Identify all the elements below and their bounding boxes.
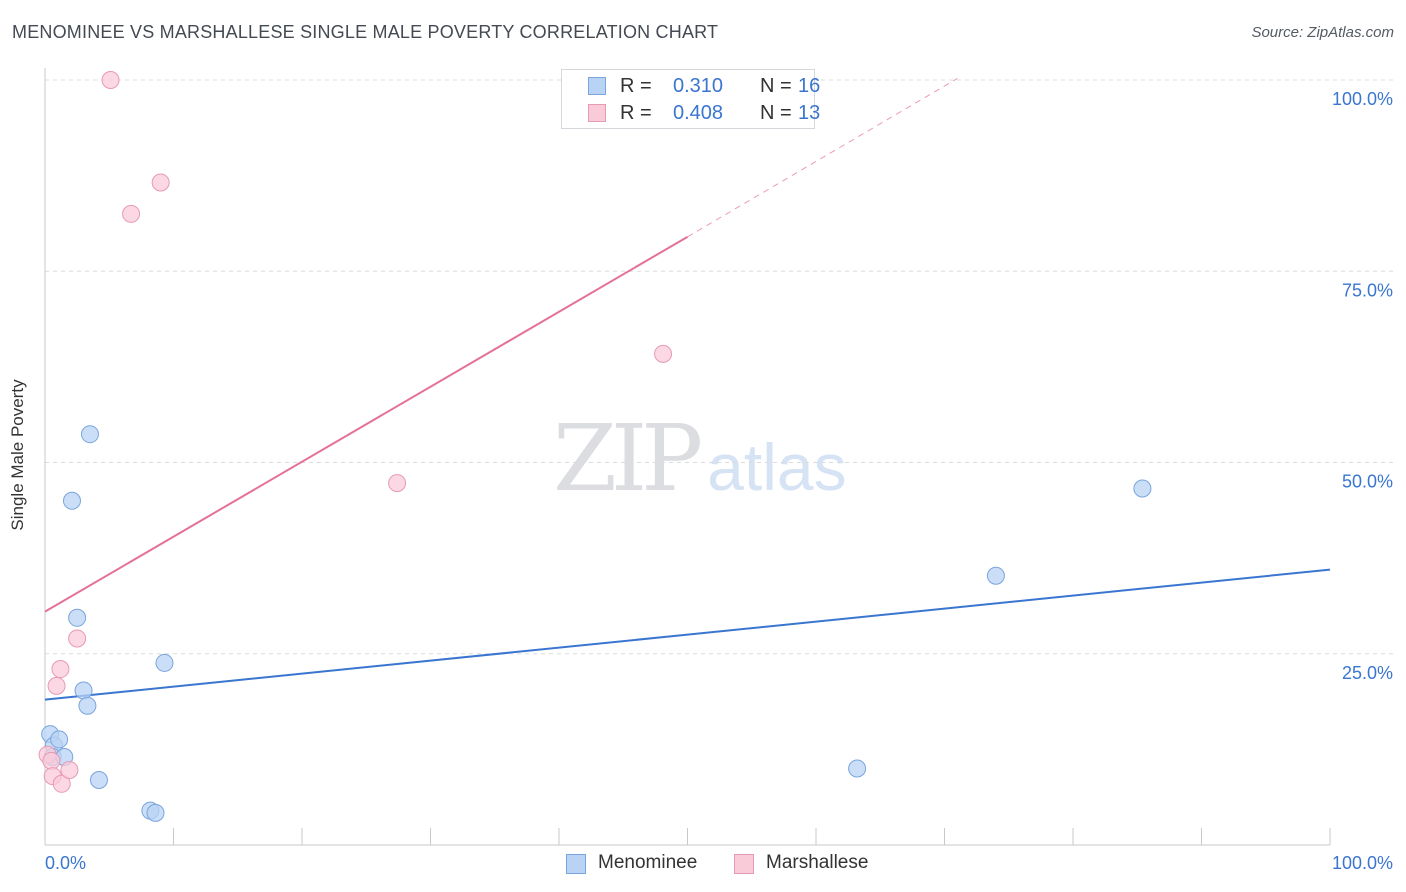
bottom-legend-label-marshallese: Marshallese [766, 852, 869, 873]
trend-line-menominee [44, 568, 1331, 701]
point-menominee [146, 803, 165, 822]
legend-n-label: N = [760, 75, 792, 97]
point-menominee [80, 425, 99, 444]
legend-r-value: 0.408 [672, 102, 724, 124]
legend-swatch-marshallese [588, 104, 606, 122]
y-tick-label: 75.0% [1342, 280, 1393, 300]
point-marshallese [47, 676, 66, 695]
watermark-atlas: atlas [707, 430, 847, 504]
bottom-legend-label-menominee: Menominee [598, 852, 698, 873]
tick-labels: 25.0% 50.0% 75.0% 100.0% 0.0% 100.0% [45, 89, 1393, 873]
point-marshallese [51, 660, 70, 679]
chart-title: MENOMINEE VS MARSHALLESE SINGLE MALE POV… [12, 22, 719, 42]
x-tick-label: 100.0% [1332, 853, 1393, 873]
point-menominee [62, 491, 81, 510]
legend-n-value: 16 [798, 75, 821, 97]
y-tick-label: 25.0% [1342, 663, 1393, 683]
point-marshallese [122, 204, 141, 223]
data-points [38, 71, 1152, 822]
point-marshallese [52, 774, 71, 793]
y-tick-label: 50.0% [1342, 472, 1393, 492]
point-marshallese [60, 761, 79, 780]
axes [44, 68, 1331, 846]
trend-lines [44, 78, 1331, 701]
legend-n-label: N = [760, 102, 792, 124]
y-axis-label: Single Male Poverty [8, 379, 27, 531]
legend-r-label: R = [620, 102, 652, 124]
point-menominee [155, 653, 174, 672]
legend-n-value: 13 [798, 102, 821, 124]
source-credit: Source: ZipAtlas.com [1251, 24, 1394, 41]
trend-extension-marshallese [687, 78, 958, 238]
point-marshallese [654, 344, 673, 363]
point-menominee [68, 608, 87, 627]
point-menominee [89, 770, 108, 789]
point-menominee [78, 696, 97, 715]
point-menominee [74, 681, 93, 700]
watermark-zip: ZIP [553, 405, 703, 512]
point-menominee [848, 759, 867, 778]
point-marshallese [42, 751, 61, 770]
correlation-legend: R = 0.310 N = 16 R = 0.408 N = 13 [561, 69, 820, 129]
point-menominee [1133, 479, 1152, 498]
gridlines [45, 79, 1395, 655]
legend-swatch-menominee [588, 77, 606, 95]
point-marshallese [151, 173, 170, 192]
watermark: ZIP atlas [553, 405, 847, 512]
trend-line-marshallese [44, 235, 689, 613]
point-menominee [50, 730, 69, 749]
point-marshallese [68, 629, 87, 648]
bottom-legend-swatch-menominee [566, 854, 586, 874]
point-marshallese [388, 474, 407, 493]
bottom-legend-swatch-marshallese [734, 854, 754, 874]
x-tick-label: 0.0% [45, 853, 86, 873]
legend-r-label: R = [620, 75, 652, 97]
legend-r-value: 0.310 [672, 75, 724, 97]
point-marshallese [101, 71, 120, 89]
point-menominee [986, 566, 1005, 585]
y-tick-label: 100.0% [1332, 89, 1393, 109]
